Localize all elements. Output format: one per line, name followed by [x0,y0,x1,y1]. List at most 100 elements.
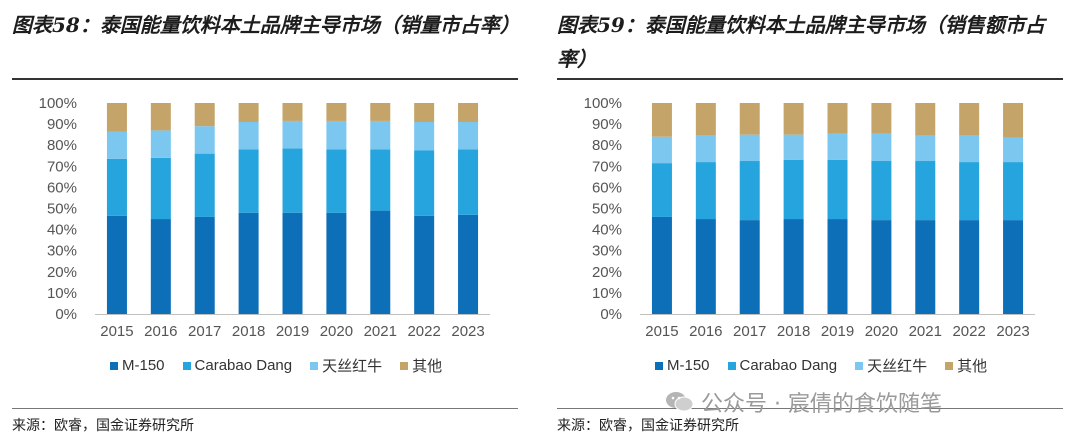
bar-segment [194,103,215,127]
legend-swatch [110,361,118,370]
stacked-bar-chart: 0% 10% 20% 30% 40% 50% 60% 70% 80% 90% 100% 2015 201… [584,95,1035,340]
legend-swatch [855,361,864,370]
bar-segment [959,103,980,136]
bar-segment [915,220,936,314]
y-tick-label: 100% [584,95,622,112]
x-tick-label: 2016 [144,323,177,340]
bar-segment [739,220,760,314]
bar-segment [150,130,171,158]
bar-segment [194,216,215,314]
legend-swatch [400,361,409,370]
bar-segment [194,153,215,217]
y-tick-label: 30% [592,243,622,260]
bar-segment [150,103,171,131]
legend-item: 天丝红牛 [310,355,382,376]
stacked-bar-chart: 0% 10% 20% 30% 40% 50% 60% 70% 80% 90% 100% 2015 201… [39,95,490,340]
x-tick-label: 2016 [689,323,722,340]
x-tick-label: 2023 [996,323,1029,340]
bar-segment [1003,137,1024,163]
bar-segment [370,149,391,211]
bar-segment [414,150,435,216]
y-tick-label: 100% [39,95,77,112]
y-tick-label: 70% [592,158,622,175]
bar-segment [827,159,848,220]
left-panel: 图表58：泰国能量饮料本土品牌主导市场（销量市占率） 0% 10% 20% 30% 40… [0,0,530,444]
bar-segment [739,134,760,162]
bar-segment [1003,162,1024,221]
wechat-icon [665,390,695,414]
y-tick-label: 0% [600,306,622,323]
bar-segment [326,212,347,314]
bar-segment [150,157,171,220]
bar-segment [959,135,980,163]
y-tick-label: 80% [47,137,77,154]
bar-segment [282,212,303,314]
bar-segment [695,162,716,220]
y-tick-label: 20% [592,264,622,281]
legend-label: M-150 [667,357,710,374]
y-tick-label: 20% [47,264,77,281]
watermark: 公众号 · 宸倩的食饮随笔 [665,386,942,418]
y-tick-label: 10% [592,285,622,302]
x-tick-label: 2020 [865,323,898,340]
legend-label: M-150 [122,357,165,374]
y-tick-label: 80% [592,137,622,154]
x-tick-label: 2015 [100,323,133,340]
bar-segment [414,121,435,151]
legend-item: M-150 [655,355,710,376]
bar-segment [326,120,347,150]
legend-item: Carabao Dang [727,355,838,376]
bar-segment [238,212,259,314]
x-tick-label: 2015 [645,323,678,340]
bar-segment [871,133,892,162]
bar-segment [238,149,259,213]
legend-item: 其他 [945,355,987,376]
legend-label: Carabao Dang [739,357,838,374]
bar-segment [414,215,435,314]
watermark-text: 公众号 · 宸倩的食饮随笔 [701,392,942,417]
bar-segment [106,158,127,216]
x-tick-label: 2017 [733,323,766,340]
bar-segment [370,120,391,150]
y-tick-label: 90% [47,116,77,133]
bar-segment [458,149,479,215]
bar-segment [458,121,479,150]
bar-segment [282,103,303,121]
x-tick-label: 2019 [821,323,854,340]
x-tick-label: 2020 [320,323,353,340]
x-tick-label: 2022 [407,323,440,340]
chart-title: 图表59：泰国能量饮料本土品牌主导市场（销售额市占率） [557,13,1045,71]
bar-segment [458,103,479,122]
legend-swatch [310,361,319,370]
x-tick-label: 2021 [909,323,942,340]
bar-segment [150,219,171,314]
bar-segment [695,103,716,136]
source-note: 来源：欧睿，国金证券研究所 [12,418,194,434]
bar-segment [827,103,848,134]
bar-segment [1003,103,1024,138]
bar-segment [106,103,127,132]
y-tick-label: 60% [592,179,622,196]
legend-label: 天丝红牛 [867,358,928,375]
legend-swatch [182,361,191,370]
x-tick-label: 2018 [232,323,265,340]
y-tick-label: 40% [47,222,77,239]
bar-segment [783,219,804,314]
bar-segment [194,126,215,154]
bar-segment [106,131,127,159]
bar-segment [282,120,303,149]
right-panel: 图表59：泰国能量饮料本土品牌主导市场（销售额市占率） 0% 10% 20% 30% 4… [545,0,1075,444]
legend-label: 天丝红牛 [322,358,383,375]
bar-segment [915,161,936,221]
bar-segment [915,103,936,136]
bar-segment [238,103,259,122]
y-tick-label: 70% [47,158,77,175]
title-rule [557,78,1063,80]
x-tick-label: 2022 [952,323,985,340]
bar-segment [827,219,848,314]
bar-segment [651,136,672,164]
bar-segment [651,216,672,314]
y-tick-label: 90% [592,116,622,133]
bar-segment [282,148,303,213]
legend-swatch [727,361,736,370]
